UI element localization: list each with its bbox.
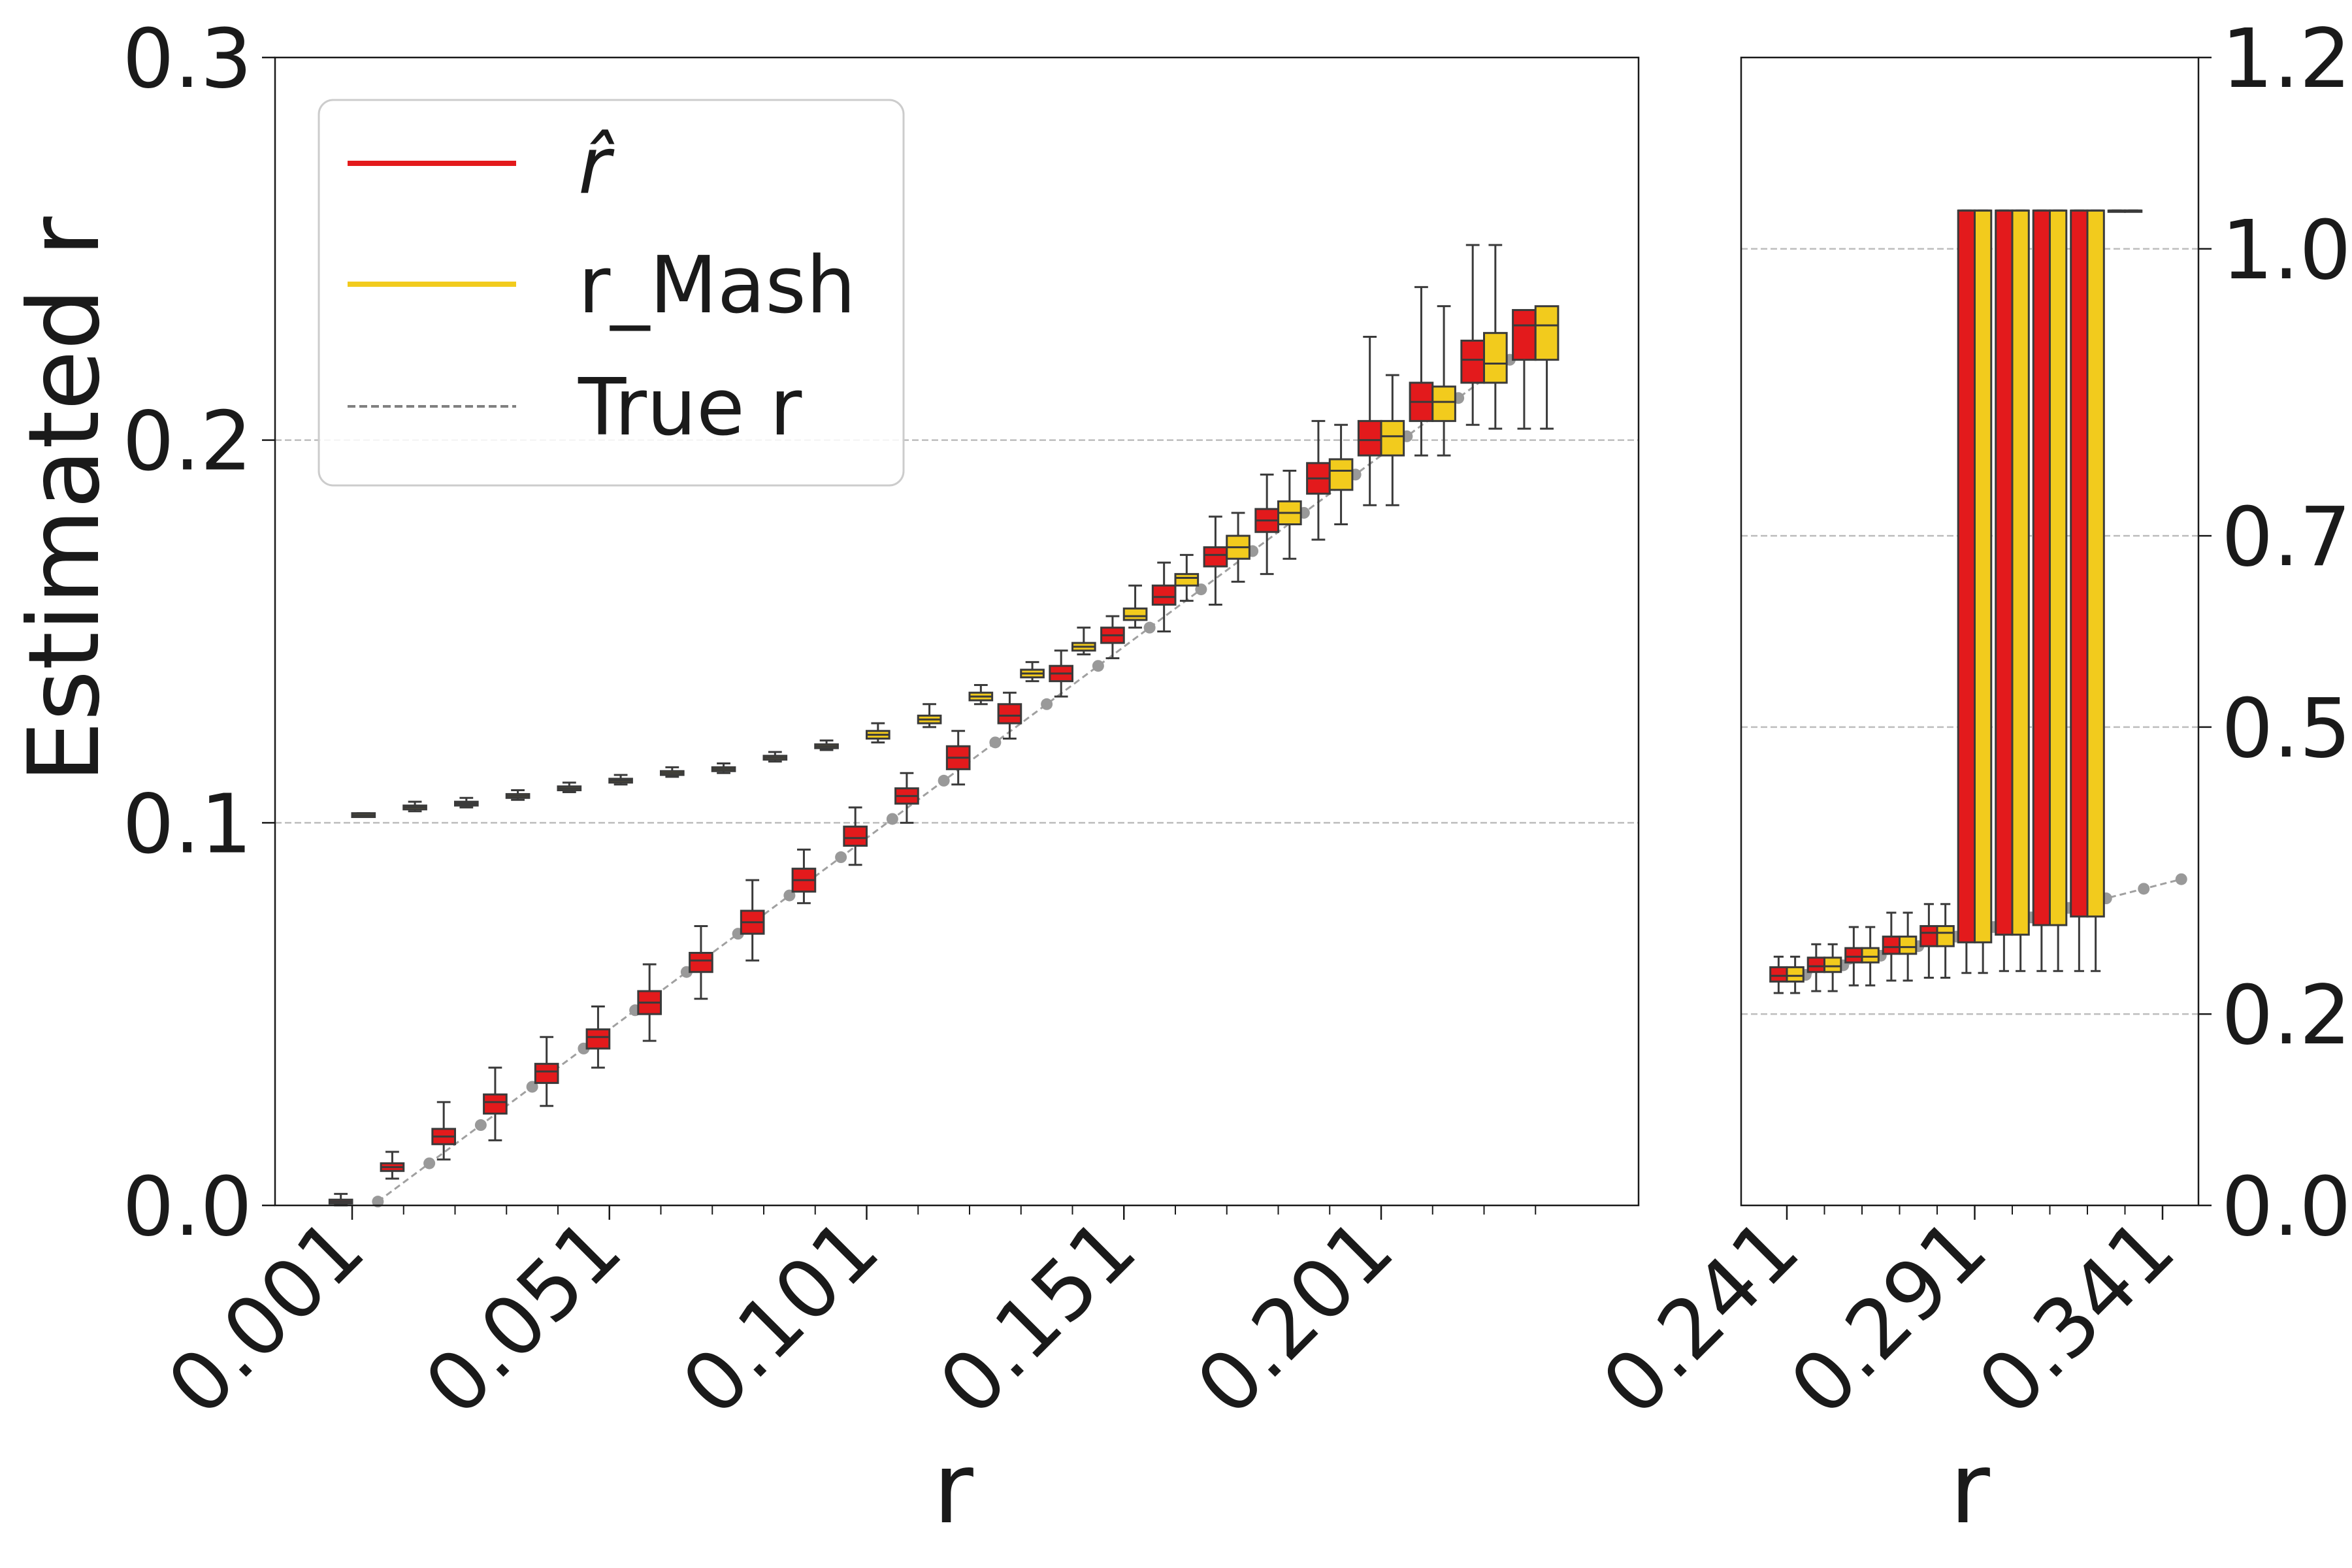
- right-y-ticks: 0.0 0.2 0.5 0.7 1.0 1.2: [2198, 12, 2351, 1254]
- box-r-mash: [1974, 209, 1993, 943]
- left-y-tick-label: 0.2: [122, 395, 252, 489]
- right-y-tick-label: 1.0: [2221, 203, 2351, 298]
- left-true-r-point: [474, 1119, 487, 1132]
- box-r-hat: [2032, 209, 2051, 926]
- box-r-mash: [1122, 607, 1148, 621]
- box-r-hat: [1957, 209, 1976, 943]
- box-r-hat: [1806, 956, 1825, 973]
- right-y-tick-label: 0.0: [2221, 1160, 2351, 1254]
- left-true-r-point: [989, 736, 1002, 749]
- box-r-mash: [1823, 956, 1842, 973]
- box-r-hat: [1512, 309, 1537, 361]
- box-r-hat: [1995, 209, 2014, 936]
- box-r-mash: [1899, 936, 1918, 955]
- box-r-mash: [1786, 966, 1805, 983]
- left-y-tick-label: 0.3: [122, 12, 252, 106]
- left-y-tick-label: 0.0: [122, 1160, 252, 1254]
- right-y-tick-label: 0.2: [2221, 968, 2351, 1063]
- box-r-mash: [1380, 419, 1405, 457]
- left-true-r-point: [1143, 621, 1156, 634]
- box-r-hat: [1844, 947, 1863, 964]
- left-true-r-point: [1092, 660, 1104, 672]
- box-r-hat: [2070, 209, 2089, 918]
- box-r-hat: [585, 1028, 611, 1050]
- box-r-mash: [1936, 924, 1955, 947]
- left-true-r-point: [886, 813, 898, 825]
- y-axis-label: Estimated r: [8, 216, 122, 783]
- box-r-hat: [1460, 339, 1486, 384]
- box-r-hat: [1882, 936, 1901, 955]
- box-r-mash: [1534, 305, 1560, 361]
- box-r-hat: [689, 951, 713, 973]
- right-true-r-point: [2138, 883, 2150, 895]
- box-r-mash: [2049, 209, 2068, 926]
- right-boxes: [1769, 209, 2143, 994]
- legend-frame: [318, 99, 905, 487]
- box-r-hat: [483, 1093, 508, 1115]
- left-true-r-point: [835, 851, 847, 864]
- box-r-hat: [843, 825, 868, 847]
- left-true-r-point: [938, 774, 950, 787]
- box-r-hat: [1357, 419, 1382, 457]
- box-r-mash: [1861, 947, 1880, 964]
- left-plot-frame: [274, 56, 1640, 1207]
- legend: r̂ r_Mash True r: [318, 99, 905, 487]
- left-true-r-point: [1041, 698, 1053, 710]
- box-r-mash: [1328, 458, 1354, 491]
- left-true-r-point: [423, 1157, 436, 1169]
- box-r-mash: [1174, 573, 1200, 587]
- right-x-axis-label: r: [1950, 1432, 1990, 1546]
- left-y-ticks: 0.0 0.1 0.2 0.3: [122, 12, 275, 1254]
- left-true-r-point: [372, 1196, 384, 1208]
- box-r-mash: [2011, 209, 2030, 936]
- box-r-hat: [997, 703, 1022, 725]
- legend-label-r-mash: r_Mash: [578, 240, 856, 331]
- right-y-tick-label: 1.2: [2221, 12, 2351, 106]
- box-r-mash: [1431, 385, 1456, 422]
- box-r-hat: [1151, 584, 1177, 606]
- left-x-axis-label: r: [933, 1432, 973, 1546]
- box-r-hat: [1919, 924, 1938, 947]
- left-boxes: [328, 244, 1560, 1207]
- right-plot-frame: [1740, 56, 2200, 1207]
- left-y-tick-label: 0.1: [122, 777, 252, 872]
- box-r-mash: [2086, 209, 2105, 918]
- box-r-hat: [1203, 546, 1228, 568]
- right-y-tick-label: 0.7: [2221, 490, 2351, 585]
- right-y-tick-label: 0.5: [2221, 681, 2351, 776]
- box-r-hat: [534, 1062, 559, 1085]
- legend-label-true-r: True r: [578, 363, 802, 453]
- box-r-hat: [1769, 966, 1788, 983]
- box-r-mash: [1483, 332, 1508, 384]
- right-true-r-point: [2175, 873, 2187, 885]
- legend-label-r-hat: r̂: [578, 121, 615, 212]
